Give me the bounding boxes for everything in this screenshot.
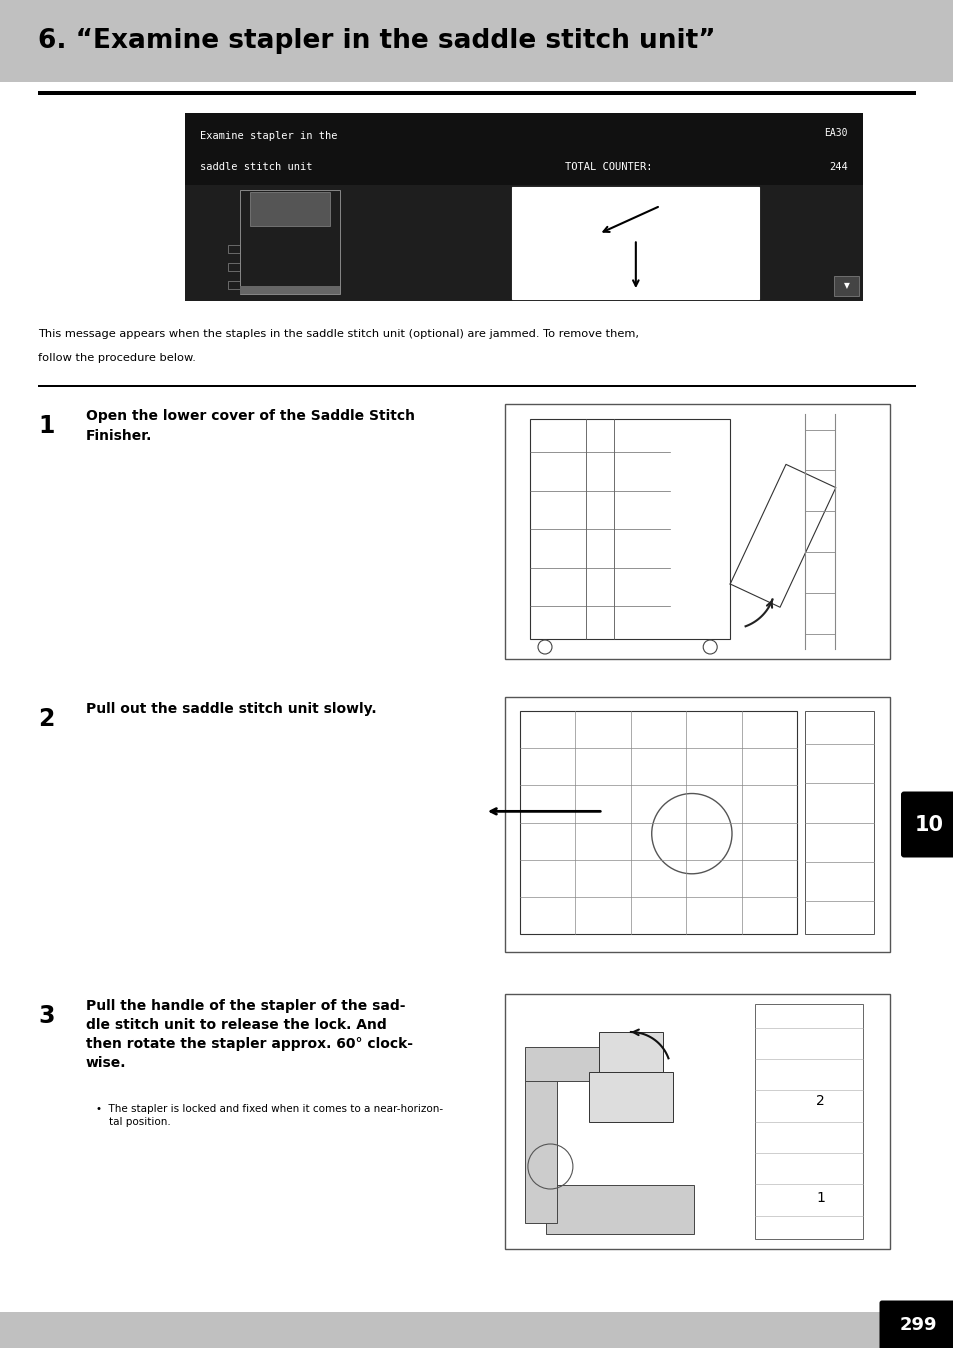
Text: 10: 10	[914, 814, 943, 834]
Bar	[598, 1031, 662, 1072]
Bar	[524, 1065, 557, 1223]
Text: 1: 1	[816, 1192, 824, 1205]
Text: 2: 2	[38, 706, 54, 731]
Bar	[588, 1072, 673, 1122]
Text: Open the lower cover of the Saddle Stitch
Finisher.: Open the lower cover of the Saddle Stitc…	[86, 408, 415, 442]
Text: 1: 1	[38, 414, 54, 438]
Text: 3: 3	[38, 1004, 54, 1029]
Text: Pull out the saddle stitch unit slowly.: Pull out the saddle stitch unit slowly.	[86, 702, 376, 716]
Bar	[546, 1185, 694, 1233]
Text: •  The stapler is locked and fixed when it comes to a near-horizon-
    tal posi: • The stapler is locked and fixed when i…	[96, 1104, 442, 1127]
Bar	[228, 280, 240, 288]
Bar	[524, 1047, 662, 1081]
Bar	[0, 1312, 953, 1348]
Text: TOTAL COUNTER:: TOTAL COUNTER:	[564, 162, 652, 173]
Bar	[228, 263, 240, 271]
Bar	[0, 0, 953, 82]
Bar	[38, 384, 915, 387]
Text: 299: 299	[899, 1317, 936, 1335]
Text: 244: 244	[828, 162, 847, 173]
Text: 2: 2	[816, 1095, 824, 1108]
Text: 6. “Examine stapler in the saddle stitch unit”: 6. “Examine stapler in the saddle stitch…	[38, 28, 715, 54]
Bar	[530, 419, 729, 639]
Bar	[510, 185, 862, 301]
Bar	[833, 276, 858, 297]
Bar	[512, 187, 759, 299]
Bar	[504, 993, 889, 1250]
Text: saddle stitch unit: saddle stitch unit	[200, 162, 313, 173]
Text: ▼: ▼	[842, 282, 848, 291]
Bar	[38, 92, 915, 94]
Bar	[755, 1004, 862, 1239]
Text: Pull the handle of the stapler of the sad-
dle stitch unit to release the lock. : Pull the handle of the stapler of the sa…	[86, 999, 413, 1070]
Text: Examine stapler in the: Examine stapler in the	[200, 131, 337, 142]
Text: EA30: EA30	[823, 128, 847, 137]
Bar	[185, 113, 862, 301]
Bar	[519, 710, 797, 934]
Text: This message appears when the staples in the saddle stitch unit (optional) are j: This message appears when the staples in…	[38, 329, 639, 338]
Text: follow the procedure below.: follow the procedure below.	[38, 353, 195, 363]
Bar	[504, 697, 889, 952]
Bar	[504, 404, 889, 659]
Bar	[250, 191, 330, 226]
FancyBboxPatch shape	[879, 1301, 953, 1348]
Bar	[804, 710, 874, 934]
Bar	[240, 190, 339, 294]
Bar	[185, 185, 510, 301]
Bar	[240, 286, 339, 294]
FancyBboxPatch shape	[900, 791, 953, 857]
Bar	[228, 245, 240, 253]
